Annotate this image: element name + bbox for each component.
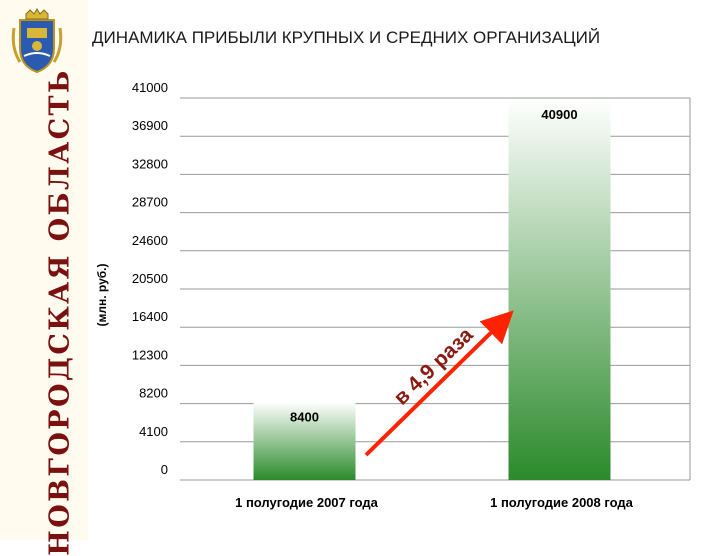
- coat-of-arms-icon: [11, 8, 63, 74]
- data-label: 40900: [541, 107, 577, 122]
- y-tick-label: 41000: [132, 80, 168, 95]
- data-labels: 8400 40900: [290, 107, 578, 425]
- chart-title: ДИНАМИКА ПРИБЫЛИ КРУПНЫХ И СРЕДНИХ ОРГАН…: [92, 28, 601, 47]
- bar: [253, 401, 356, 480]
- y-tick-label: 12300: [132, 347, 168, 362]
- y-tick-label: 8200: [139, 386, 168, 401]
- bar: [508, 98, 611, 481]
- bar-chart: 0 4100 8200 12300 16400 20500 24600 28700 32800 3…: [95, 80, 691, 510]
- category-label: 1 полугодие 2007 года: [235, 495, 379, 510]
- sidebar: НОВГОРОДСКАЯ ОБЛАСТЬ: [0, 0, 88, 556]
- y-tick-label: 36900: [132, 118, 168, 133]
- y-tick-label: 32800: [132, 156, 168, 171]
- y-axis-label: (млн. руб.): [95, 263, 109, 326]
- y-tick-label: 16400: [132, 309, 168, 324]
- data-label: 8400: [290, 410, 319, 425]
- growth-annotation: в 4,9 раза: [389, 323, 477, 409]
- category-label: 1 полугодие 2008 года: [490, 495, 634, 510]
- bars: [253, 98, 611, 481]
- y-tick-label: 4100: [139, 424, 168, 439]
- category-labels: 1 полугодие 2007 года 1 полугодие 2008 го…: [235, 495, 634, 510]
- y-tick-label: 0: [161, 462, 168, 477]
- y-tick-label: 20500: [132, 271, 168, 286]
- growth-arrow: [364, 310, 514, 457]
- y-tick-label: 28700: [132, 195, 168, 210]
- y-tick-label: 24600: [132, 233, 168, 248]
- y-tick-labels: 0 4100 8200 12300 16400 20500 24600 28700 32800 3…: [132, 80, 168, 477]
